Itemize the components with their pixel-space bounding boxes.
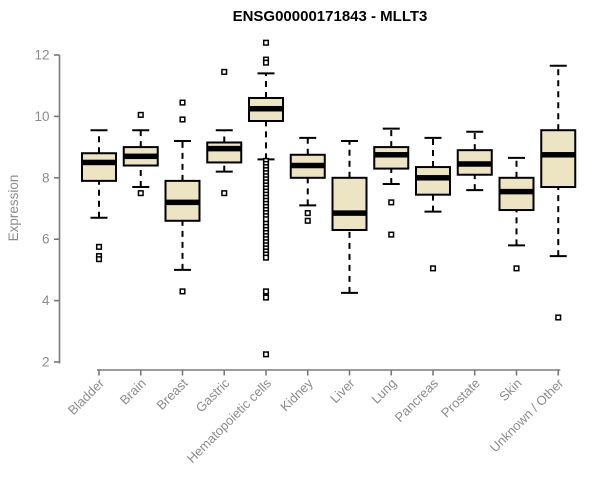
outlier-point: [304, 217, 311, 224]
outlier-point: [137, 190, 144, 197]
outlier-point: [137, 111, 144, 118]
outlier-point: [221, 68, 228, 75]
outlier-point: [429, 265, 437, 272]
y-tick-label: 12: [34, 48, 49, 63]
median-line: [249, 105, 283, 112]
x-tick-label: Gastric: [193, 375, 233, 415]
x-tick-label: Lung: [368, 376, 399, 407]
outlier-point: [179, 116, 186, 123]
x-tick-label: Prostate: [438, 376, 483, 421]
outlier-point: [221, 190, 228, 197]
x-tick-label: Brain: [117, 376, 149, 408]
y-tick-label: 8: [42, 170, 50, 185]
x-tick-label: Unknown / Other: [487, 375, 567, 455]
x-tick-label: Kidney: [277, 375, 316, 414]
y-tick-label: 6: [42, 232, 50, 247]
x-tick-label: Bladder: [65, 375, 108, 418]
x-tick-label: Pancreas: [392, 375, 442, 425]
box: [206, 141, 243, 164]
box: [415, 166, 451, 196]
outlier-point: [388, 199, 395, 206]
y-tick-label: 10: [34, 109, 49, 124]
median-line: [332, 210, 367, 216]
outlier-point: [179, 288, 186, 295]
outlier-point: [262, 254, 270, 261]
x-tick-label: Breast: [153, 375, 190, 412]
median-line: [165, 199, 200, 206]
median-line: [499, 188, 534, 195]
median-line: [123, 153, 158, 160]
median-line: [82, 159, 116, 166]
outlier-point: [262, 288, 270, 295]
outlier-point: [555, 314, 562, 321]
box: [373, 146, 410, 170]
median-line: [290, 162, 325, 169]
outlier-point: [262, 39, 270, 46]
chart-title: ENSG00000171843 - MLLT3: [232, 8, 428, 25]
median-line: [457, 161, 492, 167]
outlier-point: [262, 294, 270, 301]
outlier-point: [513, 265, 520, 272]
median-line: [374, 152, 409, 158]
outlier-point: [262, 351, 270, 358]
outlier-point: [95, 243, 103, 250]
outlier-point: [304, 210, 311, 217]
box: [81, 152, 117, 182]
outlier-point: [262, 59, 270, 66]
box: [331, 176, 368, 231]
x-tick-label: Skin: [496, 376, 524, 404]
y-tick-label: 2: [42, 355, 50, 370]
median-line: [416, 175, 450, 181]
y-tick-label: 4: [42, 293, 50, 308]
box: [540, 129, 577, 189]
outlier-point: [388, 231, 395, 238]
median-line: [541, 152, 576, 158]
x-tick-label: Liver: [327, 375, 358, 406]
outlier-point: [179, 99, 186, 106]
median-line: [207, 145, 242, 152]
outlier-point: [95, 256, 103, 263]
